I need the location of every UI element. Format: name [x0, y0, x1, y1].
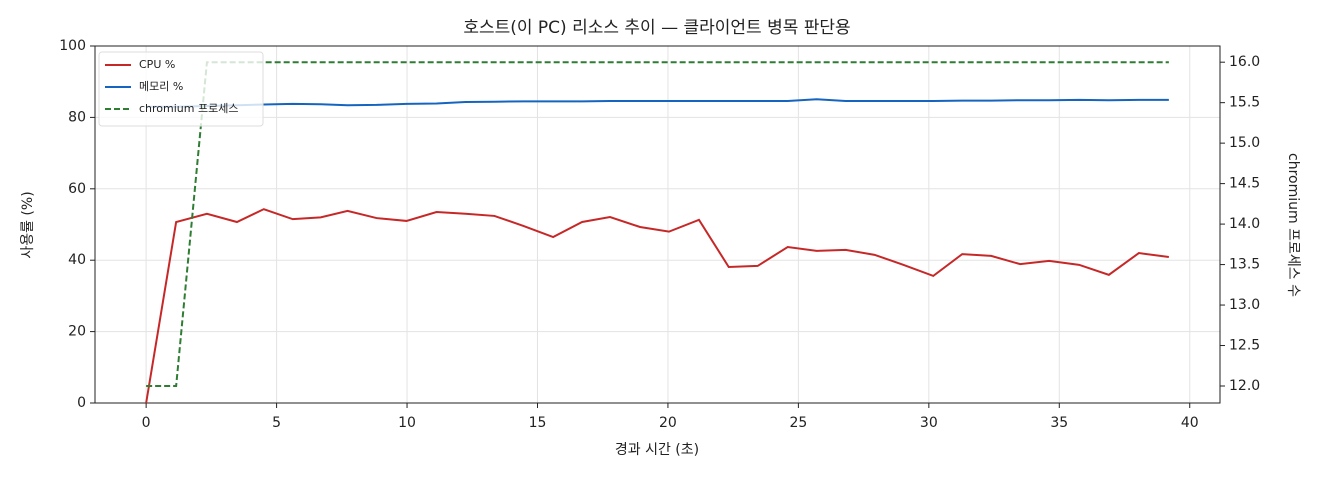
y2-tick-label: 14.5: [1229, 176, 1260, 192]
y2-tick-label: 14.0: [1229, 216, 1260, 232]
y2-tick-label: 13.5: [1229, 257, 1260, 273]
y2-tick-label: 12.0: [1229, 378, 1260, 394]
y2-tick-label: 15.5: [1229, 95, 1260, 111]
y2-axis-label: chromium 프로세스 수: [1285, 153, 1301, 297]
y2-tick-label: 16.0: [1229, 54, 1260, 70]
y2-tick-label: 15.0: [1229, 135, 1260, 151]
y2-tick-label: 12.5: [1229, 338, 1260, 354]
x-tick-label: 40: [1181, 415, 1199, 431]
y-tick-label: 60: [68, 181, 86, 197]
legend-box: [98, 51, 264, 127]
x-axis-label: 경과 시간 (초): [615, 442, 699, 458]
plot-frame: [94, 45, 1221, 404]
x-tick-label: 5: [272, 415, 281, 431]
x-tick-label: 30: [920, 415, 938, 431]
y-tick-label: 0: [77, 395, 86, 411]
x-tick-label: 0: [142, 415, 151, 431]
x-tick-label: 25: [789, 415, 807, 431]
y-tick-label: 80: [68, 109, 86, 125]
x-tick-label: 15: [529, 415, 547, 431]
y-tick-label: 40: [68, 252, 86, 268]
series-line: [146, 98, 1169, 108]
y-axis-label: 사용률 (%): [20, 191, 36, 258]
x-tick-label: 20: [659, 415, 677, 431]
legend-label: 메모리 %: [139, 80, 183, 93]
x-tick-label: 35: [1050, 415, 1068, 431]
chart-title: 호스트(이 PC) 리소스 추이 — 클라이언트 병목 판단용: [463, 18, 850, 38]
legend-label: chromium 프로세스: [139, 102, 238, 115]
legend-label: CPU %: [139, 58, 175, 71]
y2-tick-label: 13.0: [1229, 297, 1260, 313]
series-line: [146, 61, 1169, 387]
x-tick-label: 10: [398, 415, 416, 431]
series-line: [145, 208, 1169, 404]
y-tick-label: 100: [59, 38, 86, 54]
y-tick-label: 20: [68, 324, 86, 340]
